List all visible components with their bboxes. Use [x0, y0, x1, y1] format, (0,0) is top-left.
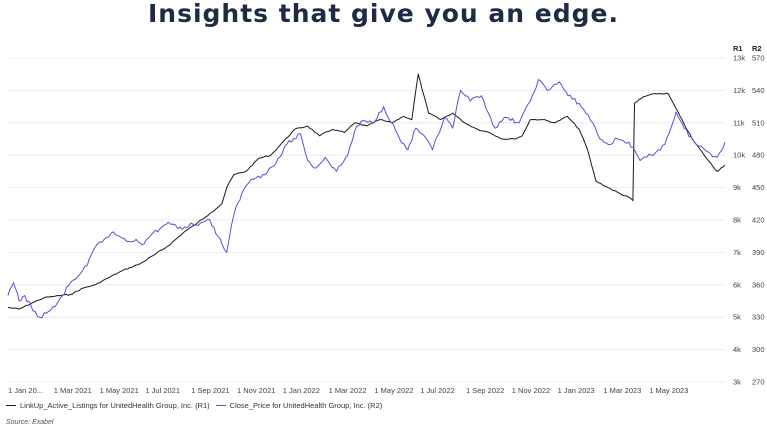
- legend-item-r2[interactable]: Close_Price for UnitedHealth Group, Inc.…: [215, 401, 383, 410]
- r2-tick-label: 540: [752, 86, 765, 95]
- x-tick-label: 1 May 2023: [649, 386, 688, 395]
- r2-tick-label: 270: [752, 378, 765, 387]
- series-lines: [7, 73, 726, 319]
- x-tick-label: 1 May 2021: [100, 386, 139, 395]
- r2-axis-label: R2: [752, 44, 762, 53]
- legend-swatch-r2: [215, 404, 226, 407]
- x-tick-label: 1 Sep 2022: [466, 386, 504, 395]
- r1-tick-label: 8k: [733, 216, 741, 225]
- r1-tick-label: 6k: [733, 280, 741, 289]
- line-chart: 1 Jan 20... 1 Mar 2021 1 May 2021 1 Jul 202…: [7, 44, 765, 395]
- source-note: Source: Exabel: [6, 419, 54, 426]
- r2-tick-label: 360: [752, 280, 765, 289]
- r1-tick-label: 13k: [733, 54, 745, 63]
- r1-axis-ticks: 3k 4k 5k 6k 7k 8k 9k 10k 11k 12k 13k: [733, 54, 745, 387]
- r2-tick-label: 450: [752, 183, 765, 192]
- legend-label-r2: Close_Price for UnitedHealth Group, Inc.…: [229, 401, 383, 410]
- x-tick-label: 1 Jan 2023: [558, 386, 595, 395]
- grid-lines: [8, 57, 725, 383]
- x-tick-label: 1 Nov 2021: [237, 386, 275, 395]
- r2-tick-label: 420: [752, 216, 765, 225]
- r1-tick-label: 5k: [733, 313, 741, 322]
- r1-tick-label: 9k: [733, 183, 741, 192]
- r1-tick-label: 11k: [733, 118, 745, 127]
- x-axis-ticks: 1 Jan 20... 1 Mar 2021 1 May 2021 1 Jul 202…: [8, 386, 688, 395]
- legend-label-r1: LinkUp_Active_Listings for UnitedHealth …: [20, 401, 210, 410]
- series-line-r2: [7, 79, 726, 319]
- r1-tick-label: 3k: [733, 378, 741, 387]
- r2-tick-label: 300: [752, 345, 765, 354]
- x-tick-label: 1 Sep 2021: [191, 386, 229, 395]
- x-tick-label: 1 Jul 2021: [145, 386, 180, 395]
- x-tick-label: 1 Mar 2021: [54, 386, 92, 395]
- legend-swatch-r1: [6, 404, 16, 407]
- r1-axis-label: R1: [733, 44, 743, 53]
- page-title: Insights that give you an edge.: [147, 0, 619, 28]
- legend-item-r1[interactable]: LinkUp_Active_Listings for UnitedHealth …: [6, 401, 210, 410]
- r2-tick-label: 480: [752, 151, 765, 160]
- r2-axis-ticks: 270 300 330 360 390 420 450 480 510 540 570: [752, 54, 765, 387]
- r1-tick-label: 10k: [733, 151, 745, 160]
- x-tick-label: 1 Mar 2022: [329, 386, 367, 395]
- r1-tick-label: 12k: [733, 86, 745, 95]
- r1-tick-label: 7k: [733, 248, 741, 257]
- legend: LinkUp_Active_Listings for UnitedHealth …: [6, 401, 382, 410]
- r1-tick-label: 4k: [733, 345, 741, 354]
- r2-tick-label: 390: [752, 248, 765, 257]
- x-tick-label: 1 Nov 2022: [512, 386, 550, 395]
- x-tick-label: 1 Jan 20...: [8, 386, 43, 395]
- r2-tick-label: 510: [752, 118, 765, 127]
- r2-tick-label: 570: [752, 54, 765, 63]
- r2-tick-label: 330: [752, 313, 765, 322]
- x-tick-label: 1 Jan 2022: [283, 386, 320, 395]
- series-line-r1: [7, 73, 726, 310]
- x-tick-label: 1 Mar 2023: [603, 386, 641, 395]
- x-tick-label: 1 Jul 2022: [420, 386, 455, 395]
- x-tick-label: 1 May 2022: [374, 386, 413, 395]
